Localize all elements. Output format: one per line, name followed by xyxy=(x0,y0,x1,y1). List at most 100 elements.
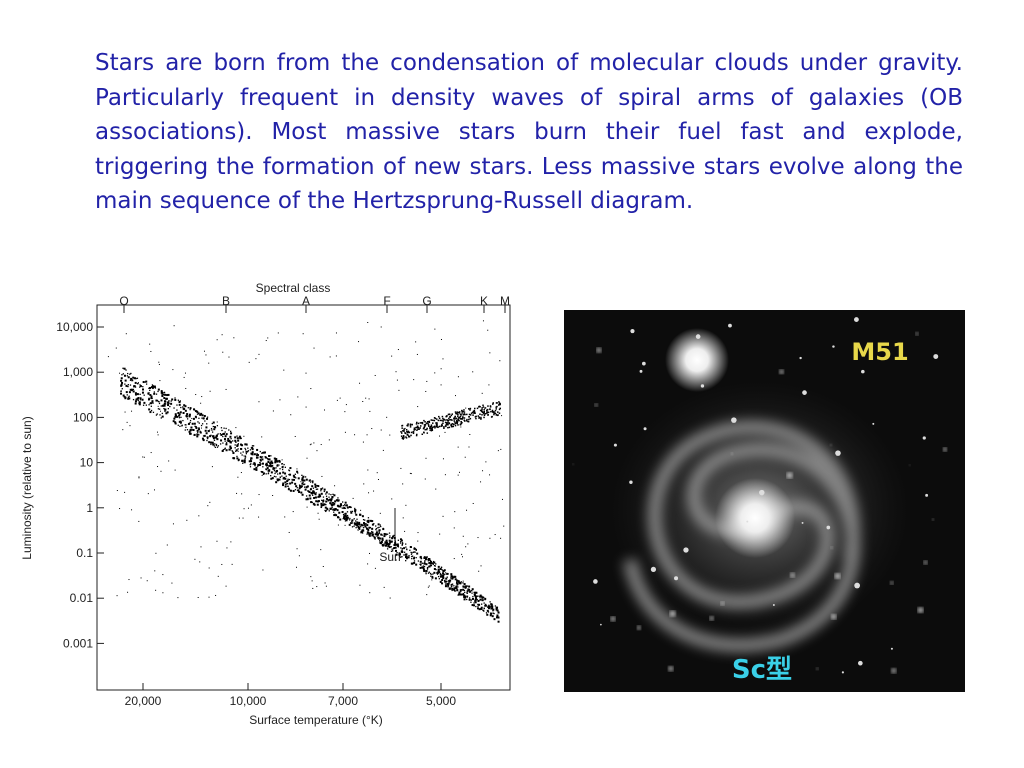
star-dot xyxy=(143,456,145,458)
star-dot xyxy=(472,604,475,607)
star-dot xyxy=(293,475,296,478)
star-dot xyxy=(334,513,336,515)
star-dot xyxy=(294,435,296,437)
star-dot xyxy=(254,464,256,467)
star-dot xyxy=(407,423,409,425)
star-dot xyxy=(466,585,469,587)
star-dot xyxy=(456,581,458,584)
star-dot xyxy=(268,469,271,472)
star-dot xyxy=(194,558,196,560)
star-dot xyxy=(376,533,379,536)
star-dot xyxy=(359,584,361,586)
star-dot xyxy=(446,583,449,586)
star-dot xyxy=(245,453,248,455)
star-dot xyxy=(189,408,191,411)
star-dot xyxy=(478,416,481,419)
star-dot xyxy=(416,353,418,355)
star-dot xyxy=(233,457,236,460)
star-dot xyxy=(480,595,483,598)
star-dot xyxy=(375,527,378,530)
star-dot xyxy=(155,552,157,554)
star-dot xyxy=(377,479,379,481)
star-dot xyxy=(219,443,222,445)
star-dot xyxy=(323,488,326,491)
star-dot xyxy=(265,462,268,465)
star-dot xyxy=(188,415,190,417)
star-dot xyxy=(139,393,141,395)
star-dot xyxy=(157,408,160,410)
star-dot xyxy=(429,562,432,565)
star-dot xyxy=(143,401,146,404)
star-dot xyxy=(205,354,207,356)
star-dot xyxy=(394,539,396,541)
star-dot xyxy=(125,384,128,387)
star-dot xyxy=(438,435,440,437)
star-dot xyxy=(266,467,269,470)
star-dot xyxy=(483,412,485,415)
star-dot xyxy=(463,598,466,601)
star-dot xyxy=(212,437,215,440)
star-dot xyxy=(473,412,475,414)
star-dot xyxy=(460,418,462,420)
star-dot xyxy=(435,422,437,424)
star-dot xyxy=(479,598,482,601)
star-dot xyxy=(466,596,468,598)
star-dot xyxy=(447,573,449,575)
star-dot xyxy=(310,481,312,483)
star-dot xyxy=(477,415,480,417)
star-dot xyxy=(451,577,454,580)
star-dot xyxy=(158,363,160,365)
star-dot xyxy=(471,604,474,607)
star-dot xyxy=(330,493,332,496)
star-dot xyxy=(455,395,457,397)
star-dot xyxy=(250,460,253,463)
star-dot xyxy=(410,434,412,437)
star-dot xyxy=(366,533,368,535)
star-dot xyxy=(220,439,223,442)
star-dot xyxy=(216,339,218,341)
star-dot xyxy=(127,396,130,398)
star-dot xyxy=(166,394,169,397)
star-dot xyxy=(345,516,348,519)
star-dot xyxy=(435,563,437,565)
star-dot xyxy=(157,388,160,391)
star-dot xyxy=(473,602,475,604)
star-dot xyxy=(141,391,144,394)
star-dot xyxy=(281,459,283,461)
star-dot xyxy=(137,382,139,384)
star-dot xyxy=(413,560,416,562)
star-dot xyxy=(350,506,352,508)
star-dot xyxy=(401,547,404,550)
star-dot xyxy=(427,424,430,426)
star-dot xyxy=(497,450,499,452)
star-dot xyxy=(236,437,239,440)
star-dot xyxy=(240,452,242,454)
photo-star xyxy=(802,390,807,395)
star-dot xyxy=(489,605,491,607)
star-dot xyxy=(168,460,170,462)
star-dot xyxy=(279,476,281,478)
star-dot xyxy=(477,595,479,597)
star-dot xyxy=(403,554,405,556)
star-dot xyxy=(469,409,471,411)
star-dot xyxy=(308,479,311,482)
star-dot xyxy=(284,485,287,488)
star-dot xyxy=(373,536,376,539)
star-dot xyxy=(211,466,213,468)
star-dot xyxy=(236,435,238,437)
star-dot xyxy=(401,427,403,429)
star-dot xyxy=(448,580,450,582)
star-dot xyxy=(490,410,492,413)
star-dot xyxy=(388,543,391,546)
star-dot xyxy=(487,611,490,613)
star-dot xyxy=(407,431,410,433)
star-dot xyxy=(229,449,231,451)
star-dot xyxy=(296,487,298,489)
star-dot xyxy=(213,426,216,429)
star-dot xyxy=(361,531,363,533)
star-dot xyxy=(232,450,234,453)
star-dot xyxy=(457,594,459,596)
star-dot xyxy=(454,416,456,418)
star-dot xyxy=(433,419,436,422)
star-dot xyxy=(330,503,333,506)
